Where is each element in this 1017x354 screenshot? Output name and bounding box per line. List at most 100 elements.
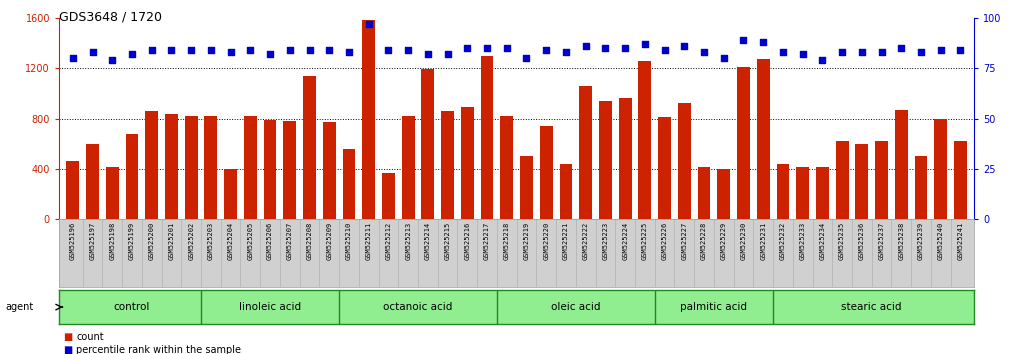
Point (933, 47, 949, 53)
Bar (244, 116, 256, 219)
Text: GSM525241: GSM525241 (957, 222, 963, 260)
Text: stearic acid: stearic acid (841, 302, 902, 312)
Point (656, 47, 672, 53)
Text: GSM525204: GSM525204 (228, 222, 234, 260)
Bar (639, 61, 651, 219)
Text: GDS3648 / 1720: GDS3648 / 1720 (59, 11, 162, 24)
Text: GSM525211: GSM525211 (366, 222, 371, 260)
Point (775, 49, 791, 55)
Point (893, 45, 909, 51)
Bar (935, 119, 947, 219)
Bar (204, 116, 218, 219)
Bar (757, 59, 770, 219)
Text: GSM525239: GSM525239 (918, 222, 924, 260)
Point (617, 45, 634, 51)
Bar (895, 110, 908, 219)
Text: control: control (114, 302, 151, 312)
Point (815, 57, 831, 63)
Text: octanoic acid: octanoic acid (383, 302, 453, 312)
Bar (678, 103, 691, 219)
Bar (441, 111, 454, 219)
Point (282, 47, 298, 53)
Point (834, 49, 850, 55)
Text: GSM525237: GSM525237 (879, 222, 885, 260)
Point (913, 49, 930, 55)
Point (164, 47, 180, 53)
Bar (599, 101, 612, 219)
Point (400, 47, 416, 53)
Point (460, 45, 476, 51)
Text: GSM525203: GSM525203 (207, 222, 214, 260)
Text: GSM525199: GSM525199 (129, 222, 135, 260)
Point (104, 57, 120, 63)
Bar (580, 86, 592, 219)
Bar (362, 20, 375, 219)
Bar (263, 120, 277, 219)
Text: GSM525196: GSM525196 (70, 222, 76, 260)
Text: ■: ■ (63, 332, 72, 342)
Bar (66, 161, 79, 219)
Text: GSM525212: GSM525212 (385, 222, 392, 260)
Text: GSM525210: GSM525210 (346, 222, 352, 260)
Text: GSM525236: GSM525236 (858, 222, 864, 260)
Text: GSM525200: GSM525200 (148, 222, 155, 260)
Text: palmitic acid: palmitic acid (680, 302, 747, 312)
Text: GSM525231: GSM525231 (761, 222, 766, 260)
Point (498, 45, 515, 51)
Text: GSM525215: GSM525215 (444, 222, 451, 260)
Text: GSM525225: GSM525225 (642, 222, 648, 260)
Text: GSM525240: GSM525240 (938, 222, 944, 260)
Bar (855, 144, 869, 219)
Point (755, 39, 771, 45)
Text: oleic acid: oleic acid (551, 302, 601, 312)
Point (223, 49, 239, 55)
Bar (145, 111, 158, 219)
Point (538, 47, 554, 53)
Point (479, 45, 495, 51)
Bar (618, 98, 632, 219)
Bar (520, 156, 533, 219)
Text: GSM525202: GSM525202 (188, 222, 194, 260)
Bar (284, 121, 296, 219)
Bar (185, 116, 197, 219)
Text: GSM525235: GSM525235 (839, 222, 845, 260)
Bar (382, 173, 395, 219)
Text: GSM525201: GSM525201 (169, 222, 175, 260)
Text: percentile rank within the sample: percentile rank within the sample (76, 346, 241, 354)
Bar (461, 107, 474, 219)
Point (853, 49, 870, 55)
Point (65, 55, 81, 61)
Bar (914, 156, 928, 219)
Point (341, 49, 357, 55)
Text: GSM525209: GSM525209 (326, 222, 333, 260)
Text: GSM525198: GSM525198 (109, 222, 115, 260)
Text: GSM525205: GSM525205 (247, 222, 253, 260)
Point (262, 51, 279, 57)
Bar (698, 166, 711, 219)
Text: GSM525233: GSM525233 (799, 222, 805, 260)
Bar (540, 126, 552, 219)
Text: GSM525197: GSM525197 (89, 222, 96, 260)
Text: GSM525219: GSM525219 (524, 222, 530, 260)
Point (439, 51, 456, 57)
Point (794, 51, 811, 57)
Point (242, 47, 258, 53)
Text: GSM525232: GSM525232 (780, 222, 786, 260)
Bar (343, 149, 355, 219)
Text: GSM525224: GSM525224 (622, 222, 629, 260)
Text: GSM525234: GSM525234 (820, 222, 826, 260)
Point (735, 37, 752, 43)
Bar (224, 169, 237, 219)
Text: GSM525221: GSM525221 (563, 222, 569, 260)
Point (143, 47, 160, 53)
Point (597, 45, 613, 51)
Bar (717, 169, 730, 219)
Bar (481, 56, 493, 219)
Text: GSM525238: GSM525238 (898, 222, 904, 260)
Bar (559, 164, 573, 219)
Point (301, 47, 317, 53)
Point (420, 51, 436, 57)
Point (124, 51, 140, 57)
Text: GSM525214: GSM525214 (425, 222, 431, 260)
Text: GSM525230: GSM525230 (740, 222, 746, 260)
